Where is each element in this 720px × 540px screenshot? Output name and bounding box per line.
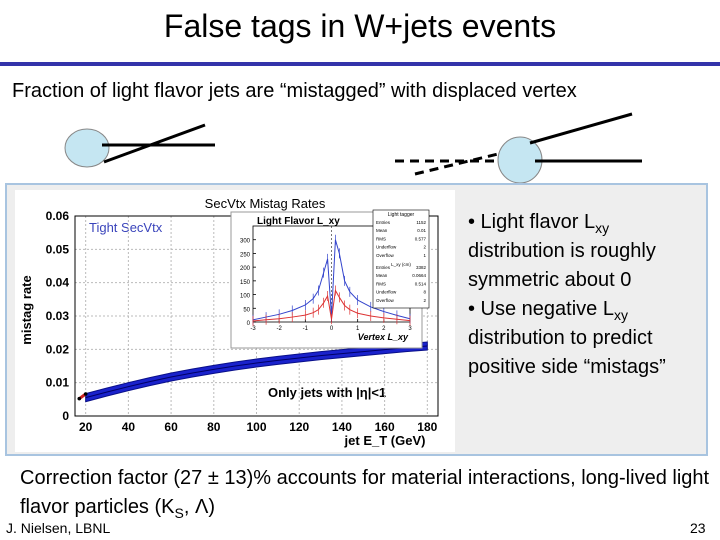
inset-y-tick-label: 100 bbox=[240, 294, 251, 300]
chart-title: SecVtx Mistag Rates bbox=[205, 196, 326, 211]
inset-x-tick-label: 1 bbox=[356, 326, 360, 332]
stats-label: Mean bbox=[376, 273, 388, 278]
stats-value: 0.0664 bbox=[412, 273, 426, 278]
x-tick-label: 80 bbox=[207, 420, 221, 434]
y-tick-label: 0 bbox=[62, 409, 69, 423]
y-tick-label: 0.01 bbox=[46, 376, 70, 390]
vertex-diagram-right bbox=[395, 112, 642, 184]
y-tick-label: 0.04 bbox=[46, 276, 70, 290]
correction-text: Correction factor (27 ± 13)% accounts fo… bbox=[20, 467, 710, 521]
y-tick-label: 0.05 bbox=[46, 242, 70, 256]
bullet-item-lxy-symmetric: • Light flavor Lxy distribution is rough… bbox=[468, 211, 656, 291]
bullet-item-negative-lxy: • Use negative Lxy distribution to predi… bbox=[468, 298, 666, 378]
stats-value: 3382 bbox=[416, 265, 427, 270]
inset-x-tick-label: -2 bbox=[276, 326, 282, 332]
slide-subtitle: Fraction of light flavor jets are “mista… bbox=[12, 80, 577, 102]
inset-y-tick-label: 300 bbox=[240, 239, 251, 245]
inset-y-tick-label: 150 bbox=[240, 280, 251, 286]
mistag-rate-line bbox=[85, 345, 428, 399]
dashed-line-right-2 bbox=[414, 152, 499, 176]
stats-label: Overflow bbox=[376, 253, 395, 258]
stats-value: 2 bbox=[423, 298, 426, 303]
mistag-chart: SecVtx Mistag Rates mistag rate jet E_T … bbox=[15, 190, 455, 452]
inset-x-tick-label: -1 bbox=[303, 326, 309, 332]
x-tick-label: 60 bbox=[164, 420, 178, 434]
stats-label: RMS bbox=[376, 281, 386, 286]
x-tick-label: 100 bbox=[246, 420, 266, 434]
title-underline bbox=[0, 62, 720, 66]
inset-y-tick-label: 50 bbox=[243, 307, 250, 313]
inset-y-tick-label: 200 bbox=[240, 266, 251, 272]
y-tick-label: 0.06 bbox=[46, 209, 70, 223]
stats-value: 0.514 bbox=[415, 281, 427, 286]
inset-x-tick-label: 2 bbox=[382, 326, 386, 332]
stats-value: 0.577 bbox=[415, 236, 427, 241]
x-tick-label: 120 bbox=[289, 420, 309, 434]
inset-x-tick-label: 3 bbox=[408, 326, 412, 332]
x-tick-label: 160 bbox=[375, 420, 395, 434]
low-et-point bbox=[77, 396, 82, 401]
chart-xlabel: jet E_T (GeV) bbox=[344, 433, 426, 448]
y-tick-label: 0.03 bbox=[46, 309, 70, 323]
x-tick-label: 40 bbox=[122, 420, 136, 434]
stats-label: Overflow bbox=[376, 298, 395, 303]
inset-y-tick-label: 0 bbox=[247, 321, 251, 327]
mistag-error-band bbox=[85, 341, 428, 403]
x-tick-label: 180 bbox=[417, 420, 437, 434]
page-number: 23 bbox=[690, 520, 706, 536]
inset-x-tick-label: 0 bbox=[330, 326, 334, 332]
slide-title: False tags in W+jets events bbox=[163, 8, 557, 44]
vertex-diagram-left bbox=[64, 123, 215, 168]
primary-vertex-ellipse-left bbox=[64, 128, 110, 168]
chart-annotation: Only jets with |η|<1 bbox=[268, 385, 386, 400]
stats-label: Entries bbox=[376, 220, 391, 225]
chart-ylabel: mistag rate bbox=[19, 275, 34, 344]
stats-divider-label: L_xy (cm) bbox=[391, 262, 411, 267]
inset-x-tick-label: -3 bbox=[250, 326, 256, 332]
stats-header: Light tagger bbox=[388, 212, 415, 218]
chart-legend: Tight SecVtx bbox=[89, 220, 163, 235]
stats-value: 2 bbox=[423, 245, 426, 250]
inset-title: Light Flavor L_xy bbox=[257, 216, 340, 227]
x-tick-label: 140 bbox=[332, 420, 352, 434]
inset-stats-box bbox=[372, 209, 430, 309]
stats-value: 1 bbox=[423, 253, 426, 258]
stats-label: RMS bbox=[376, 236, 386, 241]
stats-value: 1152 bbox=[416, 220, 426, 225]
low-et-point bbox=[83, 392, 88, 396]
inset-y-tick-label: 250 bbox=[240, 252, 251, 258]
stats-label: Underflow bbox=[376, 245, 397, 250]
y-tick-label: 0.02 bbox=[46, 342, 70, 356]
stats-value: 0.01 bbox=[417, 228, 426, 233]
x-tick-label: 20 bbox=[79, 420, 93, 434]
footer-author: J. Nielsen, LBNL bbox=[6, 520, 111, 536]
stats-label: Mean bbox=[376, 228, 388, 233]
stats-value: 8 bbox=[423, 290, 426, 295]
stats-label: Underflow bbox=[376, 290, 397, 295]
track-line-right-2 bbox=[529, 112, 633, 145]
inset-xlabel: Vertex L_xy bbox=[358, 332, 409, 342]
bullet-list: • Light flavor Lxy distribution is rough… bbox=[468, 208, 703, 382]
stats-label: Entries bbox=[376, 265, 391, 270]
track-line-left-2 bbox=[103, 123, 206, 164]
